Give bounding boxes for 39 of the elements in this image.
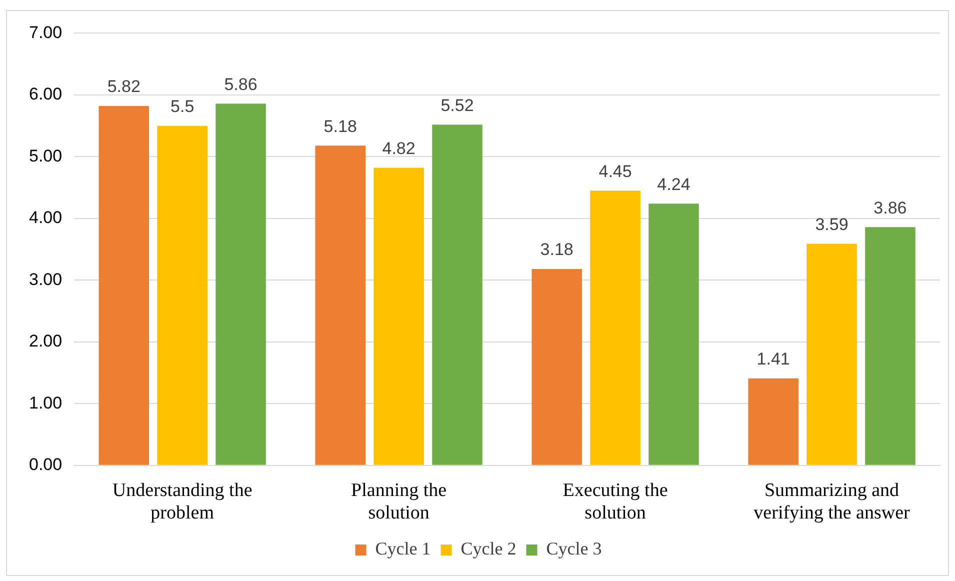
legend-label: Cycle 3 bbox=[546, 538, 602, 559]
data-label: 4.24 bbox=[657, 174, 690, 194]
bar bbox=[806, 244, 857, 465]
y-tick-label: 5.00 bbox=[28, 146, 62, 166]
y-tick-label: 1.00 bbox=[28, 393, 62, 412]
data-label: 5.18 bbox=[324, 116, 357, 136]
bar bbox=[590, 190, 640, 465]
x-tick-label: Executing the solution bbox=[562, 480, 668, 524]
x-tick-label: Planning the solution bbox=[351, 480, 447, 524]
bar bbox=[532, 269, 582, 465]
data-label: 1.41 bbox=[756, 350, 790, 369]
x-tick-label: Understanding the problem bbox=[112, 480, 252, 524]
data-label: 5.86 bbox=[224, 74, 258, 94]
y-tick-label: 7.00 bbox=[28, 22, 62, 42]
y-tick-label: 4.00 bbox=[28, 208, 62, 228]
bar bbox=[432, 124, 482, 465]
bar bbox=[865, 227, 916, 465]
data-label: 5.82 bbox=[107, 77, 140, 96]
data-label: 5.5 bbox=[170, 97, 194, 116]
bar bbox=[748, 378, 798, 465]
bar bbox=[157, 126, 208, 465]
x-tick-label: Summarizing and verifying the answer bbox=[754, 480, 911, 524]
bar bbox=[374, 168, 424, 465]
data-label: 5.52 bbox=[440, 96, 474, 115]
data-label: 3.59 bbox=[815, 214, 848, 234]
bar bbox=[648, 204, 699, 465]
y-tick-label: 2.00 bbox=[28, 332, 62, 351]
y-tick-label: 3.00 bbox=[28, 270, 62, 289]
legend-label: Cycle 2 bbox=[460, 538, 516, 559]
y-tick-label: 0.00 bbox=[28, 455, 62, 474]
data-label: 4.45 bbox=[598, 162, 632, 181]
data-label: 3.86 bbox=[874, 198, 907, 218]
legend-label: Cycle 1 bbox=[375, 538, 431, 559]
data-label: 4.82 bbox=[382, 138, 416, 158]
y-tick-label: 6.00 bbox=[28, 84, 62, 104]
data-label: 3.18 bbox=[540, 240, 574, 260]
bar bbox=[315, 146, 366, 465]
bar bbox=[216, 104, 266, 465]
bar bbox=[98, 106, 150, 465]
